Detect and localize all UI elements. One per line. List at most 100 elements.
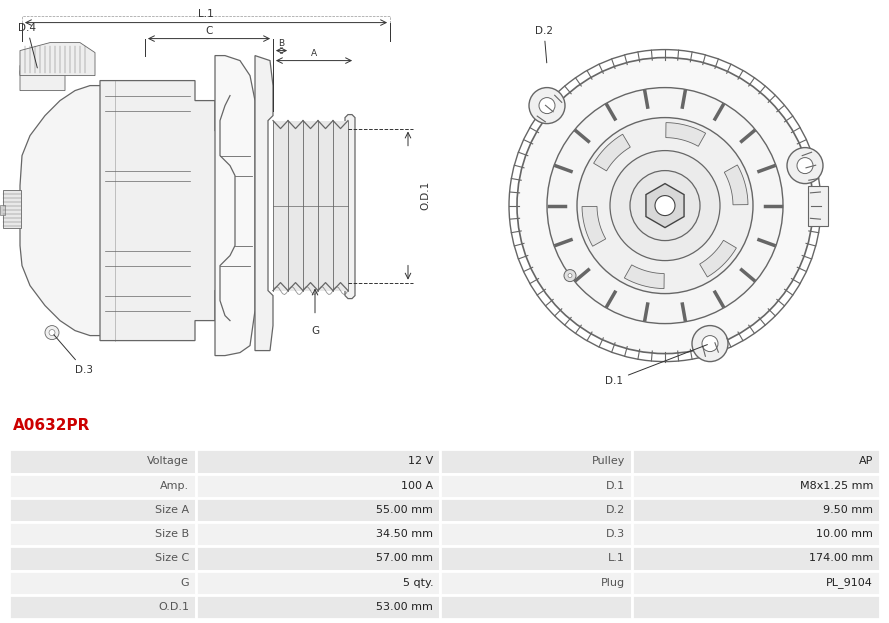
Text: AP: AP [859,457,873,467]
Text: O.D.1: O.D.1 [158,602,189,612]
FancyBboxPatch shape [9,546,196,571]
FancyBboxPatch shape [9,595,196,619]
FancyBboxPatch shape [196,595,440,619]
Circle shape [630,171,700,240]
Bar [273,121,348,290]
Polygon shape [100,80,230,341]
Polygon shape [624,265,664,288]
Text: 12 V: 12 V [408,457,433,467]
Polygon shape [20,85,105,336]
Text: A0632PR: A0632PR [13,419,91,434]
Bar [3,189,21,227]
Polygon shape [808,186,828,226]
FancyBboxPatch shape [9,449,196,473]
FancyBboxPatch shape [196,449,440,473]
Text: B: B [278,39,284,47]
FancyBboxPatch shape [632,449,880,473]
Circle shape [577,118,753,293]
Text: Plug: Plug [601,578,625,587]
FancyBboxPatch shape [196,571,440,595]
Polygon shape [345,115,355,298]
Polygon shape [582,206,605,246]
Circle shape [787,148,823,184]
Text: Size C: Size C [155,553,189,563]
FancyBboxPatch shape [632,595,880,619]
Text: L.1: L.1 [198,9,214,19]
Polygon shape [700,240,736,277]
Polygon shape [594,134,630,171]
Text: M8x1.25 mm: M8x1.25 mm [800,480,873,491]
Text: 5 qty.: 5 qty. [403,578,433,587]
Polygon shape [646,184,684,227]
FancyBboxPatch shape [196,498,440,522]
Text: 174.00 mm: 174.00 mm [809,553,873,563]
FancyBboxPatch shape [9,473,196,498]
Circle shape [45,326,59,340]
FancyBboxPatch shape [440,498,632,522]
FancyBboxPatch shape [632,522,880,546]
FancyBboxPatch shape [440,449,632,473]
Text: Pulley: Pulley [591,457,625,467]
Circle shape [702,336,718,351]
FancyBboxPatch shape [632,498,880,522]
FancyBboxPatch shape [440,522,632,546]
Text: D.2: D.2 [605,505,625,515]
Polygon shape [725,165,748,205]
Polygon shape [20,55,65,90]
Circle shape [20,60,44,85]
FancyBboxPatch shape [9,571,196,595]
Text: D.3: D.3 [54,335,93,374]
FancyBboxPatch shape [632,546,880,571]
FancyBboxPatch shape [440,473,632,498]
Text: G: G [311,326,319,336]
Text: Size A: Size A [155,505,189,515]
Text: 53.00 mm: 53.00 mm [376,602,433,612]
Circle shape [27,67,37,78]
Text: Amp.: Amp. [160,480,189,491]
Polygon shape [255,55,273,351]
Circle shape [610,151,720,260]
Text: O.D.1: O.D.1 [420,181,430,210]
FancyBboxPatch shape [196,522,440,546]
Circle shape [568,273,572,278]
Text: 10.00 mm: 10.00 mm [816,529,873,539]
Text: G: G [180,578,189,587]
Circle shape [529,88,565,123]
FancyBboxPatch shape [440,546,632,571]
Bar [0,204,5,214]
FancyBboxPatch shape [632,473,880,498]
Circle shape [49,330,55,336]
Text: Voltage: Voltage [148,457,189,467]
Text: A: A [311,49,317,57]
Text: D.3: D.3 [605,529,625,539]
Polygon shape [666,123,706,146]
Text: D.2: D.2 [535,26,553,63]
Text: 34.50 mm: 34.50 mm [376,529,433,539]
FancyBboxPatch shape [196,473,440,498]
Polygon shape [20,42,95,75]
FancyBboxPatch shape [9,498,196,522]
Text: 57.00 mm: 57.00 mm [376,553,433,563]
FancyBboxPatch shape [196,546,440,571]
FancyBboxPatch shape [440,595,632,619]
Text: L.1: L.1 [608,553,625,563]
FancyBboxPatch shape [632,571,880,595]
Circle shape [547,88,783,323]
FancyBboxPatch shape [440,571,632,595]
Text: Size B: Size B [155,529,189,539]
Circle shape [797,158,813,174]
Circle shape [564,270,576,282]
Circle shape [517,57,813,354]
Circle shape [692,326,728,361]
Text: D.1: D.1 [605,345,708,386]
Text: 100 A: 100 A [401,480,433,491]
Circle shape [539,98,555,113]
Circle shape [655,196,675,216]
Text: C: C [205,26,212,36]
Text: 9.50 mm: 9.50 mm [823,505,873,515]
Polygon shape [215,55,255,356]
Text: D.4: D.4 [18,22,37,68]
Text: D.1: D.1 [605,480,625,491]
FancyBboxPatch shape [9,522,196,546]
Text: 55.00 mm: 55.00 mm [376,505,433,515]
